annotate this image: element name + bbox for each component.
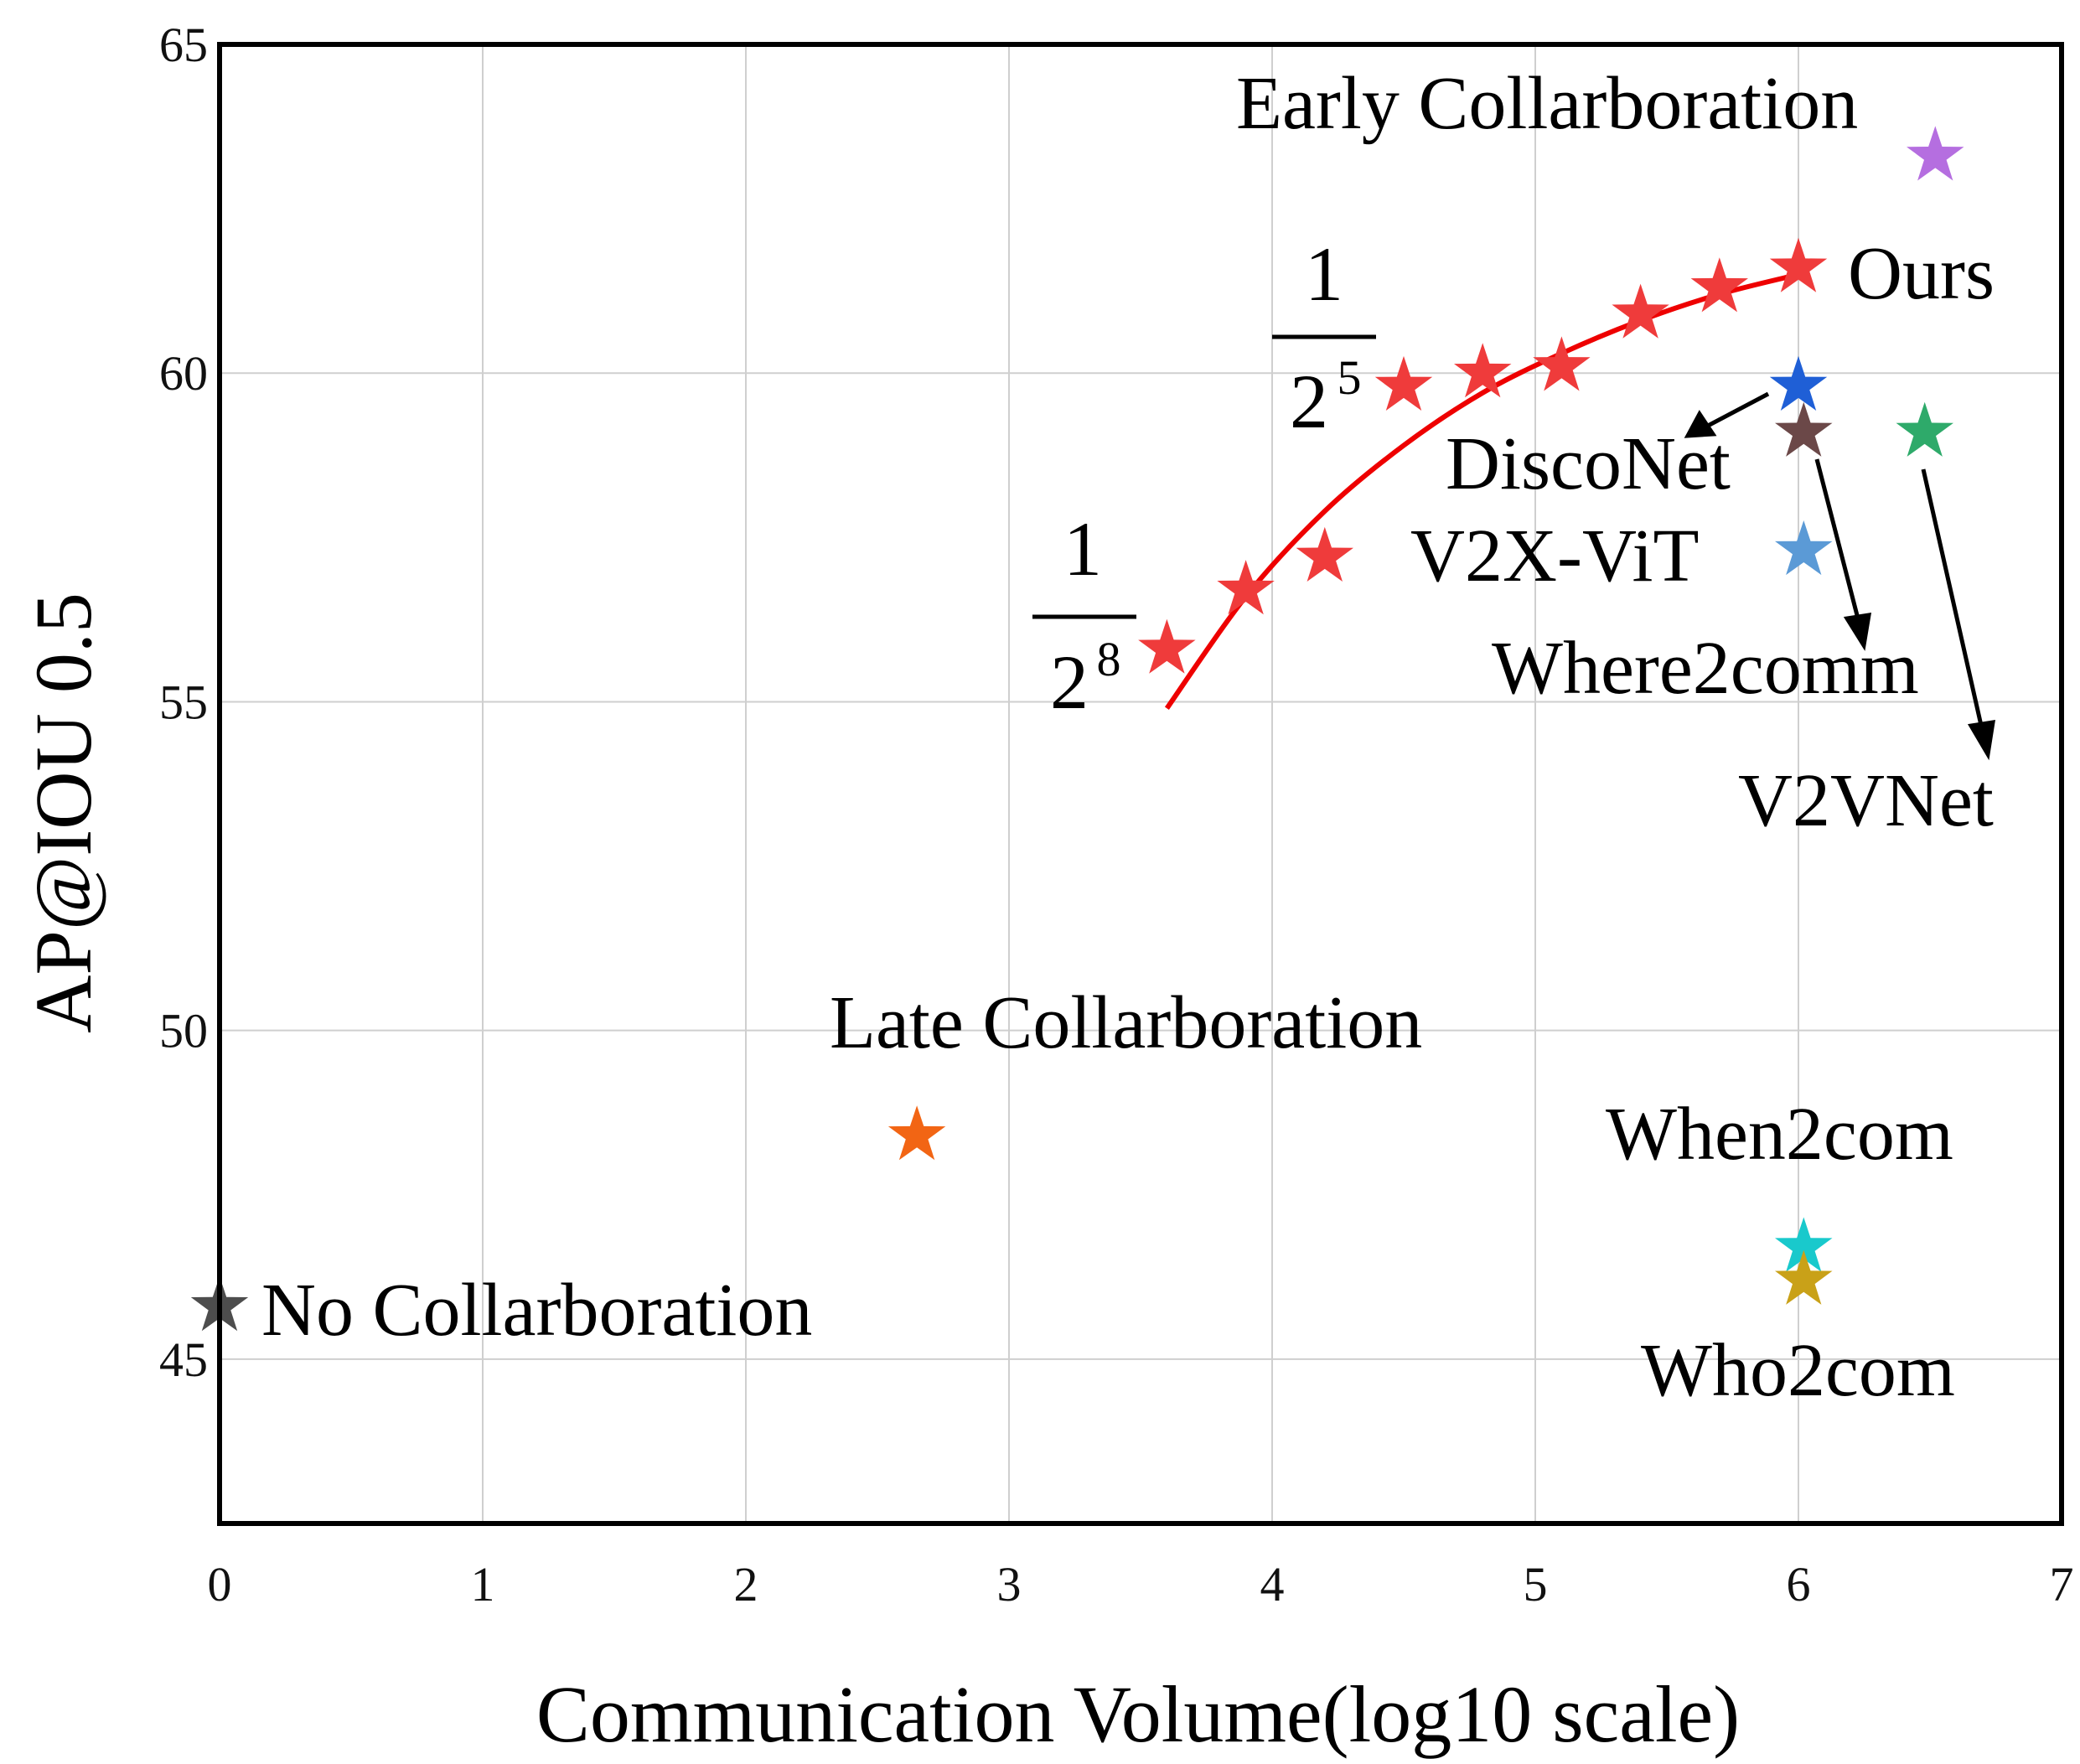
- fraction-exponent: 8: [1097, 632, 1121, 686]
- x-tick-label: 2: [734, 1557, 758, 1611]
- marker-early-collarboration: [1907, 126, 1964, 181]
- arrow-where2comm-head: [1843, 613, 1872, 651]
- marker-when2com: [1775, 1217, 1833, 1272]
- marker-late-collarboration: [887, 1105, 946, 1161]
- marker-ours: [1454, 343, 1512, 398]
- arrow-disconet-head: [1684, 410, 1717, 438]
- marker-ours: [1769, 237, 1828, 292]
- arrow-disconet: [1706, 391, 1770, 428]
- label-ours: Ours: [1848, 232, 1995, 315]
- x-tick-label: 6: [1787, 1557, 1811, 1611]
- fraction-base: 2: [1290, 359, 1328, 444]
- arrow-v2vnet-head: [1967, 720, 1996, 761]
- x-tick-label: 5: [1524, 1557, 1548, 1611]
- marker-ours: [1612, 283, 1669, 339]
- fraction-2-pow-5: 1 2 5: [1272, 231, 1376, 444]
- fraction-exponent: 5: [1338, 350, 1362, 405]
- y-axis-title: AP@IOU 0.5: [18, 592, 108, 1033]
- y-tick-label: 50: [159, 1004, 208, 1058]
- y-tick-label: 60: [159, 346, 208, 401]
- marker-where2comm: [1775, 401, 1833, 457]
- label-who2com: Who2com: [1641, 1329, 1955, 1412]
- marker-disconet: [1769, 355, 1828, 411]
- grid: [220, 44, 2062, 1523]
- marker-v2x-vit: [1775, 520, 1833, 576]
- marker-who2com: [1775, 1249, 1833, 1305]
- plot-frame: [217, 42, 2064, 1526]
- x-tick-label: 7: [2050, 1557, 2074, 1611]
- marker-ours: [1217, 560, 1275, 615]
- fraction-2-pow-8: 1 2 8: [1032, 506, 1136, 725]
- marker-ours: [1533, 336, 1591, 391]
- fraction-numerator: 1: [1063, 506, 1102, 592]
- y-tick-label: 55: [159, 675, 208, 729]
- marker-ours: [1296, 526, 1353, 582]
- x-axis-title: Communication Volume(log10 scale): [536, 1669, 1740, 1759]
- marker-v2vnet: [1896, 401, 1953, 457]
- marker-ours: [1138, 618, 1196, 674]
- x-tick-label: 0: [208, 1557, 232, 1611]
- y-tick-label: 45: [159, 1332, 208, 1387]
- y-tick-label: 65: [159, 18, 208, 72]
- x-tick-label: 4: [1260, 1557, 1285, 1611]
- label-late: Late Collarboration: [830, 981, 1422, 1064]
- markers: [190, 126, 1964, 1332]
- label-v2xvit: V2X-ViT: [1410, 515, 1700, 597]
- x-tick-label: 1: [471, 1557, 495, 1611]
- marker-ours: [1374, 355, 1433, 411]
- fraction-numerator: 1: [1305, 231, 1343, 317]
- arrows: [1684, 391, 1996, 761]
- x-tick-label: 3: [997, 1557, 1022, 1611]
- label-where2comm: Where2comm: [1492, 627, 1919, 710]
- label-v2vnet: V2VNet: [1738, 759, 1994, 842]
- fraction-base: 2: [1050, 639, 1089, 725]
- label-when2com: When2com: [1606, 1093, 1953, 1176]
- arrow-where2comm: [1814, 458, 1861, 623]
- label-early: Early Collarboration: [1236, 62, 1858, 145]
- label-no: No Collarboration: [261, 1269, 812, 1352]
- label-disconet: DiscoNet: [1446, 422, 1731, 505]
- arrow-v2vnet: [1921, 468, 1984, 730]
- marker-ours: [1690, 257, 1748, 313]
